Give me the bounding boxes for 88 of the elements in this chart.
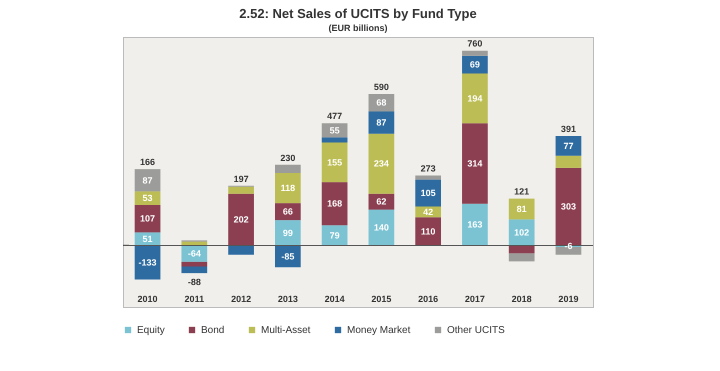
bar: [508, 253, 535, 262]
data-label: 163: [467, 220, 482, 230]
data-label: 77: [563, 140, 574, 151]
data-label: 53: [142, 193, 153, 204]
bar: [228, 194, 254, 246]
bar: [368, 210, 394, 246]
total-label: -88: [188, 277, 201, 288]
data-label: 140: [374, 222, 389, 233]
data-label: 66: [282, 206, 293, 217]
total-label: 590: [374, 82, 389, 92]
bar: [368, 134, 394, 194]
data-label: 314: [467, 158, 482, 168]
bar: [134, 245, 160, 280]
x-tick-label: 2016: [418, 294, 438, 304]
bar: [415, 180, 442, 207]
total-label: 273: [420, 164, 436, 174]
bar: [181, 266, 208, 274]
data-label: -133: [138, 258, 157, 268]
bar: [508, 245, 535, 254]
data-label: 118: [280, 183, 296, 194]
legend-label: Bond: [201, 325, 224, 336]
total-label: 166: [140, 157, 156, 168]
data-label: 42: [423, 206, 434, 217]
bar: [274, 220, 301, 246]
legend-label: Equity: [137, 325, 165, 336]
data-label: 110: [420, 226, 436, 236]
data-label: 68: [376, 98, 386, 108]
data-label: 55: [330, 125, 340, 136]
bar: [322, 182, 348, 226]
bar: [508, 198, 535, 220]
total-label: 121: [514, 186, 530, 197]
bar: [134, 169, 160, 192]
x-tick-label: 2013: [278, 294, 298, 304]
chart-title: 2.52: Net Sales of UCITS by Fund Type: [239, 6, 477, 21]
data-label: 81: [516, 204, 527, 214]
data-label: 303: [560, 202, 576, 212]
data-label: -64: [188, 248, 201, 259]
x-tick-label: 2019: [558, 294, 578, 304]
data-label: 107: [140, 214, 156, 224]
data-label: 194: [467, 93, 482, 104]
bar: [274, 172, 301, 204]
bar: [181, 242, 208, 246]
bar: [134, 204, 160, 232]
data-label: 102: [514, 227, 530, 238]
total-label: 391: [560, 124, 576, 134]
bar: [228, 186, 254, 194]
total-label: 230: [280, 152, 296, 163]
bar: [322, 142, 348, 182]
bar: [415, 176, 442, 180]
data-label: 62: [376, 196, 386, 207]
bar: [322, 137, 348, 142]
x-tick-label: 2018: [512, 294, 532, 304]
bar: [181, 262, 208, 266]
x-tick-label: 2010: [138, 294, 158, 304]
bar: [368, 111, 394, 134]
bar: [462, 50, 488, 56]
total-label: 760: [467, 38, 482, 49]
bar: [462, 204, 488, 246]
data-label: 69: [470, 60, 480, 70]
data-label: -85: [281, 251, 294, 262]
data-label: 79: [330, 230, 340, 240]
data-label: 155: [327, 157, 342, 168]
x-tick-label: 2011: [184, 294, 204, 304]
data-label: 105: [420, 188, 436, 198]
data-label: 87: [142, 175, 153, 186]
x-tick-label: 2015: [371, 294, 392, 304]
data-label: 99: [282, 228, 293, 238]
chart-subtitle: (EUR billions): [328, 23, 388, 33]
bar: [462, 123, 488, 204]
x-tick-label: 2014: [324, 294, 345, 304]
legend-label: Other UCITS: [447, 325, 506, 336]
total-label: 477: [327, 111, 342, 122]
x-tick-label: 2017: [464, 294, 485, 304]
bar: [274, 164, 301, 173]
data-label: 168: [327, 198, 342, 209]
bar: [228, 245, 254, 255]
bar: [556, 136, 582, 156]
x-tick-label: 2012: [231, 294, 252, 304]
legend-label: Money Market: [347, 325, 411, 336]
bar: [322, 225, 348, 246]
data-label: 202: [234, 214, 249, 225]
data-label: 51: [142, 234, 153, 244]
bar: [556, 156, 582, 168]
legend-label: Multi-Asset: [261, 325, 311, 336]
data-label: 234: [374, 158, 389, 169]
bar: [462, 74, 488, 124]
data-label: 87: [376, 118, 386, 128]
total-label: 197: [234, 174, 249, 184]
